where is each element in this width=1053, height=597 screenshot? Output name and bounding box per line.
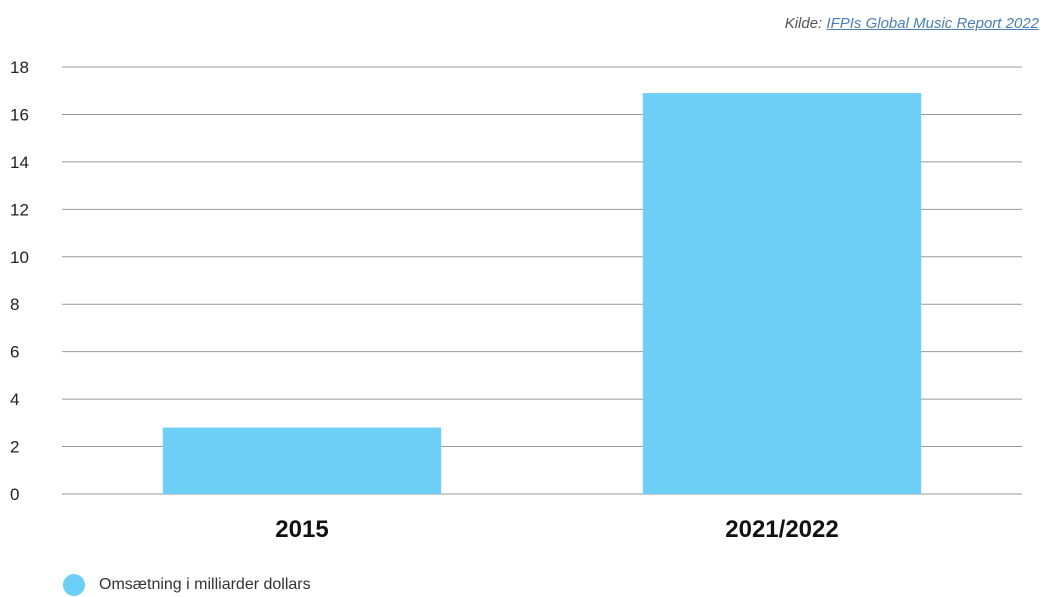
y-tick-label: 6 bbox=[10, 343, 19, 362]
source-link[interactable]: IFPIs Global Music Report 2022 bbox=[826, 15, 1039, 32]
bars bbox=[162, 93, 922, 494]
y-tick-label: 16 bbox=[10, 105, 29, 124]
bar-chart: 0 2 4 6 8 10 12 14 16 18 2015 2021/2022 bbox=[10, 58, 1022, 543]
x-category-label: 2021/2022 bbox=[725, 516, 838, 543]
y-tick-label: 2 bbox=[10, 438, 19, 457]
y-tick-label: 14 bbox=[10, 153, 29, 172]
legend: Omsætning i milliarder dollars bbox=[63, 574, 311, 596]
bar bbox=[162, 427, 442, 494]
source-note: Kilde: IFPIs Global Music Report 2022 bbox=[785, 15, 1039, 32]
y-tick-label: 8 bbox=[10, 295, 19, 314]
legend-swatch bbox=[63, 574, 85, 596]
y-tick-label: 0 bbox=[10, 485, 19, 504]
y-tick-label: 10 bbox=[10, 248, 29, 267]
y-tick-label: 12 bbox=[10, 200, 29, 219]
legend-label: Omsætning i milliarder dollars bbox=[99, 576, 311, 593]
x-category-label: 2015 bbox=[275, 516, 328, 543]
y-axis-ticks: 0 2 4 6 8 10 12 14 16 18 bbox=[10, 58, 29, 504]
source-prefix: Kilde: bbox=[784, 15, 827, 32]
y-tick-label: 18 bbox=[10, 58, 29, 77]
x-axis-labels: 2015 2021/2022 bbox=[275, 516, 838, 543]
bar bbox=[642, 93, 922, 494]
y-tick-label: 4 bbox=[10, 390, 19, 409]
